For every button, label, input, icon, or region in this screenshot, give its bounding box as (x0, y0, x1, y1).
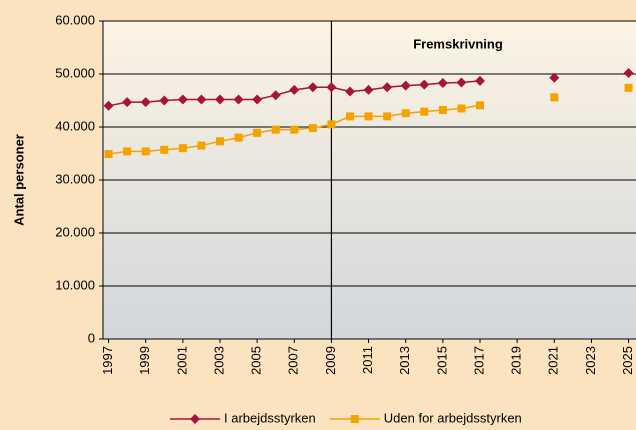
y-tick-label: 50.000 (55, 65, 95, 80)
y-tick-label: 10.000 (55, 277, 95, 292)
marker (382, 82, 393, 93)
x-tick-label: 2023 (583, 346, 598, 375)
marker (401, 109, 410, 118)
x-tick-label: 1997 (100, 346, 115, 375)
marker (363, 84, 374, 95)
marker (233, 94, 244, 105)
x-tick-label: 2005 (249, 346, 264, 375)
marker (159, 95, 170, 106)
marker (122, 97, 133, 108)
x-tick-label: 2003 (211, 346, 226, 375)
marker (271, 125, 280, 134)
x-tick-label: 2011 (360, 346, 375, 374)
marker (326, 82, 337, 93)
x-tick-label: 2009 (323, 346, 338, 375)
y-tick-label: 60.000 (55, 12, 95, 27)
x-tick-label: 2007 (286, 346, 301, 375)
marker (419, 79, 430, 90)
marker (420, 107, 429, 116)
marker (308, 124, 317, 133)
marker (327, 120, 336, 129)
marker (141, 147, 150, 156)
y-tick-label: 0 (88, 330, 95, 345)
marker (456, 77, 467, 88)
marker (104, 150, 113, 159)
marker (234, 133, 243, 142)
marker (177, 94, 188, 105)
marker (383, 112, 392, 121)
x-tick-label: 2015 (434, 346, 449, 375)
marker (197, 141, 206, 150)
marker (476, 101, 484, 110)
x-tick-label: 2013 (397, 346, 412, 375)
marker (160, 145, 169, 154)
marker (549, 72, 560, 83)
marker (457, 104, 466, 113)
x-tick-label: 2025 (620, 346, 635, 375)
marker (475, 75, 485, 86)
marker (253, 128, 262, 137)
marker (364, 112, 373, 121)
marker (215, 94, 225, 105)
marker (346, 112, 354, 121)
marker (216, 137, 224, 146)
marker (178, 144, 187, 153)
marker (290, 125, 299, 134)
marker (550, 93, 559, 102)
x-tick-label: 2019 (509, 346, 524, 375)
legend-label: Uden for arbejdsstyrken (384, 410, 522, 425)
x-tick-label: 2001 (174, 346, 189, 375)
marker (270, 90, 281, 101)
marker (623, 67, 634, 78)
marker (196, 94, 207, 105)
legend-marker (190, 414, 200, 424)
y-tick-label: 20.000 (55, 224, 95, 239)
marker (438, 106, 447, 115)
marker (140, 97, 151, 108)
y-axis-label: Antal personer (11, 134, 26, 226)
x-tick-label: 1999 (137, 346, 152, 375)
y-tick-label: 40.000 (55, 118, 95, 133)
marker (307, 82, 318, 93)
marker (400, 80, 411, 91)
legend-label: I arbejdsstyrken (224, 410, 316, 425)
marker (289, 84, 300, 95)
marker (252, 94, 263, 105)
marker (103, 100, 114, 111)
x-tick-label: 2017 (471, 346, 486, 375)
annotation: Fremskrivning (413, 36, 503, 51)
marker (437, 78, 448, 89)
x-tick-label: 2021 (546, 346, 561, 375)
marker (123, 147, 132, 156)
y-tick-label: 30.000 (55, 171, 95, 186)
marker (345, 86, 355, 97)
marker (624, 83, 633, 92)
legend-marker (350, 415, 359, 423)
